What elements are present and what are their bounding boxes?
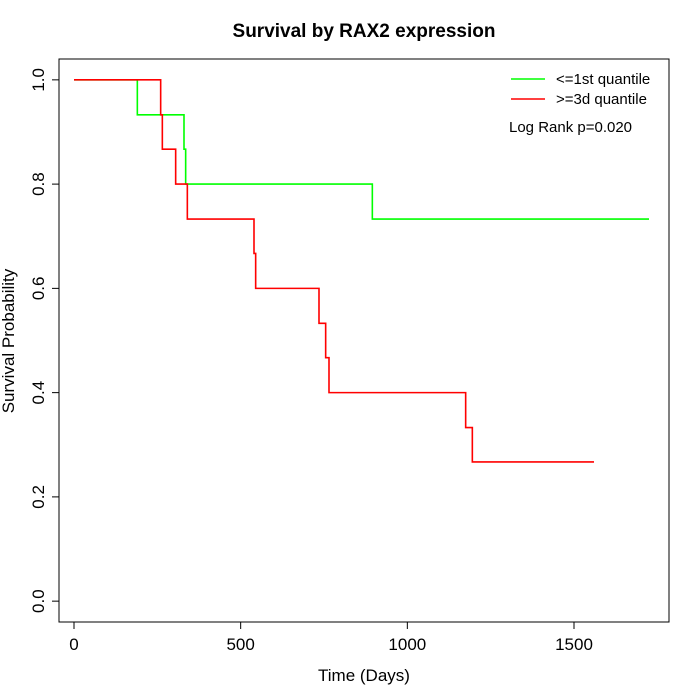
y-tick-label: 0.8	[29, 172, 48, 196]
chart-title: Survival by RAX2 expression	[233, 21, 496, 42]
x-tick-label: 0	[69, 635, 78, 654]
plot-frame	[58, 58, 670, 623]
y-tick-label: 0.6	[29, 277, 48, 301]
legend-label-1: <=1st quantile	[556, 71, 650, 88]
y-axis-label: Survival Probability	[0, 268, 18, 413]
series-line-2	[74, 79, 594, 463]
y-tick-label: 0.4	[29, 381, 48, 405]
x-tick-label: 1000	[388, 635, 426, 654]
legend: <=1st quantile >=3d quantile	[511, 71, 650, 108]
x-axis-label: Time (Days)	[318, 666, 410, 685]
series-layer	[74, 79, 649, 463]
y-tick-label: 0.2	[29, 485, 48, 509]
x-tick-label: 500	[226, 635, 254, 654]
y-tick-label: 1.0	[29, 68, 48, 92]
y-tick-label: 0.0	[29, 589, 48, 613]
x-tick-label: 1500	[555, 635, 593, 654]
series-line-1	[74, 79, 649, 220]
axes: 0 500 1000 1500 0.0 0.2 0.4 0.6 0.8 1.0	[29, 68, 593, 654]
legend-label-2: >=3d quantile	[556, 91, 647, 108]
logrank-annotation: Log Rank p=0.020	[509, 119, 632, 136]
